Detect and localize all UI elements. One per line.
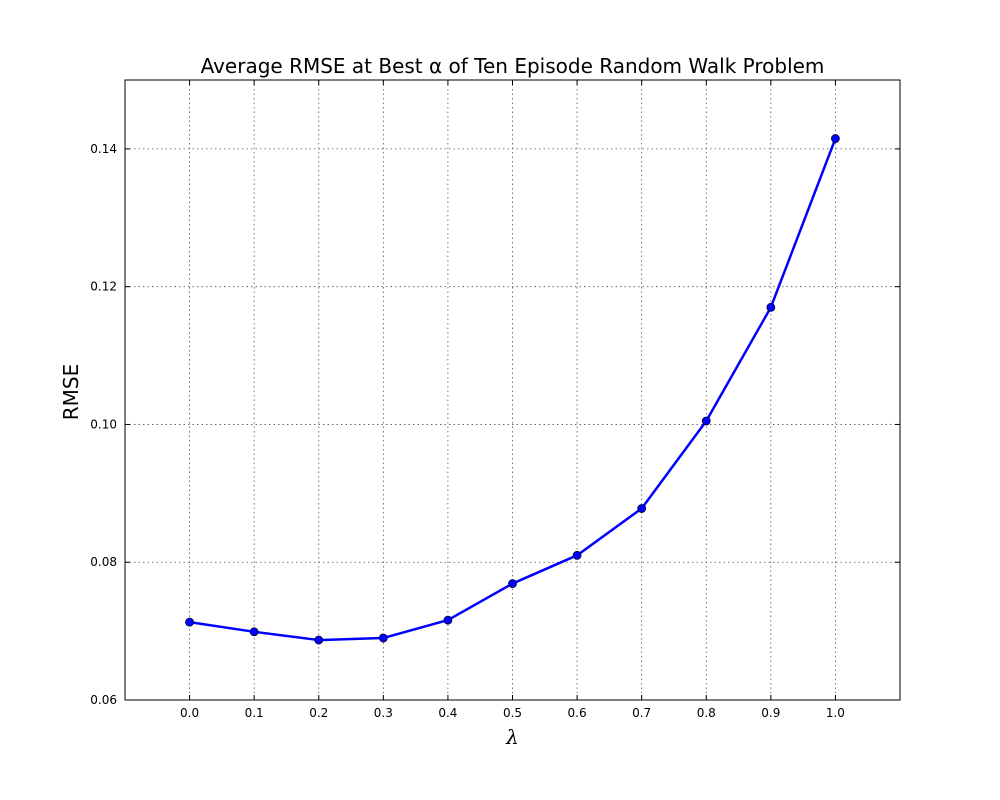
x-tick-label: 0.0: [180, 706, 199, 720]
y-tick-label: 0.14: [90, 142, 117, 156]
series-layer: [185, 134, 840, 645]
y-tick-label: 0.08: [90, 555, 117, 569]
y-axis-label: RMSE: [59, 364, 83, 420]
y-tick-label: 0.10: [90, 417, 117, 431]
data-point: [508, 579, 517, 588]
data-point: [637, 504, 647, 513]
x-tick-label: 0.7: [632, 706, 651, 720]
x-tick-label: 0.6: [568, 706, 587, 720]
x-tick-label: 0.3: [374, 706, 393, 720]
series-line: [189, 138, 837, 642]
ticks: 0.0 0.1 0.2 0.3 0.4 0.5 0.6 0.7 0.8 0.9 1.0 0.06 0.0…: [90, 80, 900, 720]
x-tick-label: 0.5: [503, 706, 522, 720]
x-tick-label: 0.9: [761, 706, 780, 720]
y-tick-label: 0.06: [90, 693, 117, 707]
data-point: [766, 302, 776, 312]
data-point: [185, 617, 194, 627]
x-tick-label: 0.8: [697, 706, 716, 720]
data-point: [831, 134, 840, 143]
x-tick-label: 0.2: [309, 706, 328, 720]
data-point: [378, 633, 388, 643]
data-point: [701, 416, 711, 426]
data-point: [314, 635, 324, 645]
grid: [125, 80, 900, 701]
x-tick-label: 1.0: [826, 706, 845, 720]
chart-title: Average RMSE at Best α of Ten Episode Ra…: [201, 54, 825, 78]
y-tick-label: 0.12: [90, 280, 117, 294]
data-point: [572, 550, 582, 560]
data-point: [443, 615, 453, 625]
x-tick-label: 0.1: [245, 706, 264, 720]
x-tick-label: 0.4: [438, 706, 457, 720]
x-axis-label: λ: [505, 725, 519, 749]
data-point: [249, 627, 259, 637]
